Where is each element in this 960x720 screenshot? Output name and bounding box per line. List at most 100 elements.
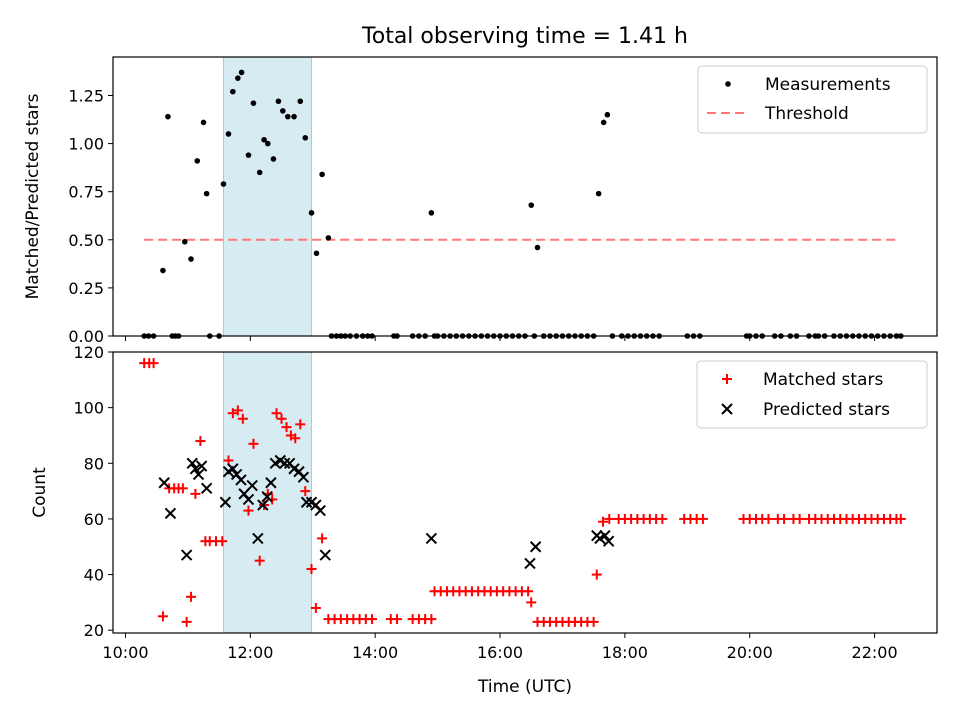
marker-stroke [252, 532, 264, 545]
matched-star-marker [697, 513, 708, 524]
measurement-point [297, 98, 304, 105]
y-tick-label: 0.75 [68, 183, 104, 202]
matched-star-marker [367, 614, 378, 625]
matched-star-marker [763, 513, 774, 524]
matched-star-marker [290, 433, 301, 444]
measurement-point [261, 136, 267, 143]
marker-stroke [265, 477, 277, 489]
measurement-point [595, 190, 602, 197]
count-panel: 20 40 60 80 100 120 10:00 12:00 14:00 16:00 18:00… [30, 343, 938, 697]
y-axis-label: Count [30, 467, 50, 518]
matched-star-marker [306, 564, 317, 575]
matched-star-marker [588, 616, 599, 627]
measurement-point [238, 69, 245, 76]
legend-label: Measurements [765, 75, 891, 95]
matched-star-marker [598, 516, 609, 527]
measurement-point [220, 181, 227, 187]
measurement-point [534, 244, 541, 251]
legend-label: Predicted stars [763, 400, 890, 420]
measurement-point [319, 171, 325, 178]
matched-star-marker [526, 597, 537, 608]
predicted-star-marker [235, 474, 247, 486]
measurement-point [308, 210, 315, 216]
y-axis-ticks: 20 40 60 80 100 120 [73, 343, 113, 640]
predicted-star-marker [297, 471, 310, 483]
matched-star-marker [195, 436, 206, 447]
marker-stroke [246, 479, 258, 492]
predicted-star-marker [257, 499, 269, 511]
matched-star-marker [177, 483, 188, 494]
y-tick-label: 0.25 [68, 279, 104, 298]
y-tick-label: 0.50 [68, 231, 104, 250]
marker-stroke [158, 477, 170, 489]
matched-star-marker [426, 614, 437, 625]
measurement-point [270, 156, 277, 162]
marker-stroke [300, 496, 313, 508]
x-tick-label: 20:00 [727, 643, 773, 662]
y-tick-label: 100 [73, 399, 104, 418]
marker-stroke [242, 493, 255, 506]
matched-star-marker [591, 569, 602, 580]
marker-stroke [599, 529, 611, 542]
matched-star-marker [794, 513, 805, 524]
y-axis-ticks: 0.00 0.25 0.50 0.75 1.00 1.25 [68, 86, 113, 346]
marker-stroke [524, 557, 536, 570]
legend-marker-predicted [721, 403, 733, 415]
y-tick-label: 1.00 [68, 135, 104, 154]
predicted-star-marker [314, 504, 326, 517]
marker-stroke [186, 457, 198, 469]
marker-stroke [297, 471, 310, 483]
predicted-star-marker [319, 549, 331, 561]
legend-box [696, 360, 928, 429]
marker-stroke [425, 532, 438, 545]
y-tick-label: 40 [84, 566, 104, 585]
matched-star-marker [523, 586, 534, 597]
marker-stroke [189, 463, 202, 475]
legend: Matched stars Predicted stars [696, 360, 928, 429]
matched-star-marker [148, 358, 159, 369]
legend-box [697, 65, 928, 134]
plot-frame [112, 351, 938, 634]
marker-stroke [200, 482, 213, 495]
marker-stroke [195, 460, 208, 472]
measurement-point [230, 88, 236, 95]
measurement-point [265, 140, 271, 147]
predicted-star-marker [186, 457, 198, 469]
measurement-point [235, 75, 241, 81]
predicted-star-marker [261, 490, 273, 503]
count-points [139, 358, 906, 627]
measurement-point [325, 235, 332, 241]
predicted-star-marker [158, 477, 170, 489]
matched-star-marker [254, 555, 265, 566]
predicted-star-marker [189, 463, 202, 475]
matched-star-marker [317, 533, 328, 544]
matched-star-marker [657, 513, 668, 524]
y-tick-label: 60 [84, 510, 104, 529]
marker-stroke [602, 535, 615, 547]
predicted-star-marker [246, 479, 258, 492]
predicted-star-marker [242, 493, 255, 506]
legend-marker-measurements [725, 81, 731, 87]
matched-star-marker [295, 419, 306, 430]
legend: Measurements Threshold [697, 65, 928, 134]
matched-star-marker [157, 611, 168, 622]
matched-star-marker [232, 405, 243, 416]
x-tick-label: 18:00 [602, 643, 648, 662]
marker-stroke [227, 463, 239, 475]
y-axis-label: Matched/Predicted stars [23, 93, 43, 299]
measurement-point [528, 202, 535, 208]
marker-stroke [180, 549, 193, 561]
measurement-point [313, 250, 320, 257]
measurement-point [279, 108, 286, 114]
matched-star-marker [186, 591, 197, 602]
measurement-point [604, 111, 611, 118]
matched-star-marker [248, 438, 259, 449]
marker-stroke [257, 499, 269, 511]
matched-star-marker [779, 513, 790, 524]
y-tick-label: 0.00 [68, 327, 104, 346]
measurement-point [428, 210, 435, 216]
measurement-point [250, 100, 257, 106]
matched-star-marker [392, 614, 403, 625]
predicted-star-marker [227, 463, 239, 475]
predicted-star-marker [195, 460, 208, 472]
